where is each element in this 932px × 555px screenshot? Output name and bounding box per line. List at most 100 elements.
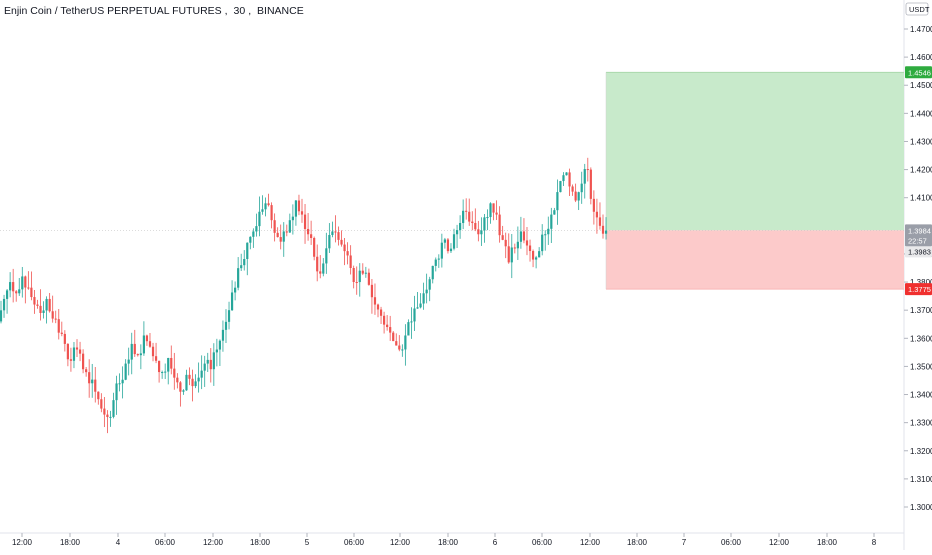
candle-body-down (179, 382, 182, 392)
price-tick-label: 1.3400 (910, 391, 932, 400)
candle-body-up (203, 363, 206, 371)
candle-body-down (504, 239, 507, 247)
candle-body-up (234, 287, 237, 293)
candle-body-down (395, 341, 398, 346)
time-tick-label: 06:00 (532, 538, 553, 547)
candle-body-down (33, 297, 36, 305)
candle-body-down (136, 354, 139, 356)
candle-body-up (200, 370, 203, 378)
candle-body-up (130, 343, 133, 360)
candle-body-down (346, 251, 349, 256)
candle-body-up (516, 241, 519, 249)
candle-body-down (12, 282, 15, 292)
candle-body-down (276, 232, 279, 238)
time-tick-label: 18:00 (817, 538, 838, 547)
candle-body-down (285, 231, 288, 233)
stop-price-label-bg (905, 283, 932, 296)
countdown-label: 22:57 (908, 236, 927, 245)
candle-body-up (325, 248, 328, 264)
candle-body-up (489, 203, 492, 218)
time-tick-label: 4 (116, 538, 121, 547)
price-tick-label: 1.3500 (910, 362, 932, 371)
candle-body-up (410, 321, 413, 323)
candle-body-down (36, 304, 39, 306)
candle-body-up (243, 259, 246, 266)
candle-body-down (151, 346, 155, 357)
candle-body-up (142, 335, 145, 354)
candle-body-up (252, 231, 255, 237)
candle-body-up (459, 223, 462, 231)
current-price-label: 1.3984 (908, 226, 931, 235)
chart-title: Enjin Coin / TetherUS PERPETUAL FUTURES,… (4, 5, 304, 17)
candle-body-down (507, 246, 510, 263)
candle-body-down (24, 276, 27, 288)
candle-body-down (209, 359, 212, 370)
candle-body-down (78, 349, 82, 354)
price-tick-label: 1.4100 (910, 194, 932, 203)
interval: 30 (233, 5, 246, 17)
time-tick-label: 8 (872, 538, 877, 547)
candle-body-up (425, 289, 428, 294)
candle-body-down (66, 343, 69, 360)
candle-body-down (270, 205, 273, 221)
candle-body-up (416, 307, 419, 309)
candle-body-down (522, 231, 526, 241)
currency-label: USDT (909, 5, 930, 14)
candle-body-up (322, 263, 325, 274)
candle-body-down (382, 315, 386, 325)
candle-body-up (206, 359, 209, 364)
candle-body-up (182, 390, 185, 392)
candle-body-down (97, 391, 100, 400)
candle-body-up (227, 310, 231, 322)
candle-body-up (535, 257, 538, 260)
candle-body-down (370, 284, 374, 298)
candle-body-down (48, 298, 51, 312)
candle-body-down (27, 287, 30, 289)
candle-body-up (291, 216, 294, 221)
candle-body-up (431, 265, 434, 280)
candle-body-down (528, 245, 532, 252)
candle-body-down (303, 214, 307, 229)
candle-body-down (355, 281, 358, 283)
candle-body-down (373, 297, 377, 305)
candle-body-down (170, 357, 173, 369)
candle-body-up (480, 230, 483, 235)
candle-body-up (541, 234, 544, 252)
candle-body-up (2, 298, 6, 311)
time-tick-label: 12:00 (390, 538, 411, 547)
candle-body-down (313, 237, 316, 257)
candle-body-down (145, 335, 149, 342)
stop-price-label: 1.3775 (908, 285, 931, 294)
candle-body-up (167, 357, 170, 372)
candle-body-up (5, 290, 9, 299)
candle-body-up (139, 353, 142, 356)
candle-body-down (54, 318, 57, 320)
price-tick-label: 1.4400 (910, 109, 932, 118)
candle-body-up (9, 282, 12, 291)
candle-body-down (531, 251, 535, 260)
candle-body-down (267, 203, 270, 206)
time-tick-label: 06:00 (344, 538, 365, 547)
candle-body-up (407, 322, 410, 336)
time-tick-label: 18:00 (627, 538, 648, 547)
candle-body-down (319, 271, 322, 274)
candle-body-up (604, 230, 608, 234)
candle-body-down (586, 169, 589, 171)
candle-body-down (343, 244, 346, 252)
candle-body-up (413, 308, 416, 322)
candle-body-down (173, 368, 176, 378)
candle-body-down (316, 256, 319, 272)
candle-body-up (161, 372, 164, 374)
candle-body-down (39, 305, 42, 313)
candle-body-down (334, 231, 337, 233)
candle-body-up (510, 247, 513, 263)
candle-body-up (544, 234, 547, 236)
candle-body-up (404, 335, 407, 350)
candle-body-down (386, 324, 389, 328)
candle-body-down (495, 212, 498, 215)
loss-zone (606, 230, 904, 290)
candle-body-down (571, 186, 574, 192)
candle-body-up (565, 172, 568, 176)
